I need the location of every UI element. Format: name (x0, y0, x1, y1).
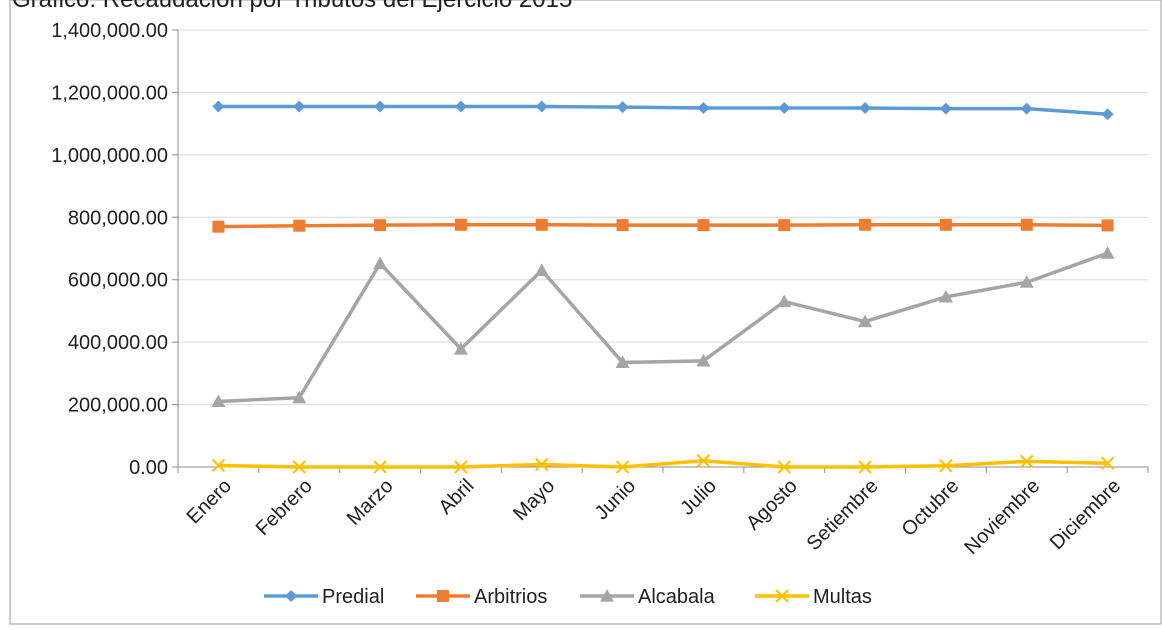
data-point (437, 590, 449, 602)
data-point (374, 219, 387, 232)
data-point (535, 457, 549, 472)
x-tick-label: Setiembre (803, 475, 883, 555)
data-point (1100, 246, 1115, 259)
x-tick-label: Diciembre (1046, 475, 1125, 554)
data-point (292, 460, 306, 474)
chart-border (9, 0, 1162, 625)
data-point (858, 314, 873, 328)
data-point (1101, 108, 1114, 121)
legend-label: Arbitrios (474, 586, 547, 608)
data-point (1020, 218, 1033, 231)
data-point (939, 459, 953, 473)
x-tick-label: Agosto (742, 475, 802, 535)
legend-label: Predial (322, 586, 384, 608)
data-point (211, 458, 226, 473)
data-point (600, 589, 614, 602)
legend-item-alcabala: Alcabala (580, 586, 716, 608)
series-lines (211, 100, 1115, 474)
data-point (212, 220, 225, 233)
data-point (939, 102, 952, 115)
series-line (218, 223, 1108, 229)
y-tick-label: 0.00 (129, 457, 168, 479)
data-point (373, 460, 387, 474)
x-tick-label: Octubre (898, 475, 964, 541)
legend-label: Alcabala (638, 586, 716, 608)
legend-item-multas: Multas (755, 586, 872, 608)
data-point (859, 102, 872, 115)
data-point (858, 460, 872, 474)
data-point (535, 218, 548, 231)
data-point (293, 100, 306, 113)
data-point (778, 102, 791, 115)
data-point (697, 102, 710, 115)
y-tick-label: 400,000.00 (68, 332, 168, 354)
series-arbitrios (212, 218, 1114, 233)
data-point (454, 100, 467, 113)
y-tick-label: 800,000.00 (68, 207, 168, 229)
data-point (285, 590, 297, 602)
data-point (615, 460, 630, 474)
y-tick-label: 1,000,000.00 (51, 145, 168, 167)
data-point (696, 454, 711, 468)
data-point (777, 294, 792, 308)
data-point (778, 219, 791, 232)
data-point (938, 289, 953, 303)
chart-title: Gráfico: Recaudación por Tributos del Ej… (12, 0, 572, 14)
series-predial (212, 100, 1114, 121)
legend-label: Multas (813, 586, 872, 608)
series-multas (211, 454, 1115, 474)
data-point (615, 355, 630, 369)
y-tick-label: 600,000.00 (68, 270, 168, 292)
data-point (535, 100, 548, 113)
data-point (616, 219, 629, 232)
data-point (293, 219, 306, 232)
data-point (1020, 454, 1034, 469)
legend-item-arbitrios: Arbitrios (416, 586, 547, 608)
y-tick-label: 200,000.00 (68, 395, 168, 417)
gridlines (178, 29, 1148, 406)
data-point (696, 353, 711, 367)
data-point (534, 263, 549, 276)
data-point (454, 460, 468, 474)
data-point (1020, 102, 1033, 115)
y-tick-label: 1,200,000.00 (51, 82, 168, 104)
series-line (218, 459, 1108, 469)
data-point (616, 101, 629, 114)
data-point (939, 218, 952, 231)
legend-item-predial: Predial (264, 586, 384, 608)
data-point (292, 390, 307, 404)
x-tick-label: Marzo (343, 475, 398, 530)
data-point (453, 342, 468, 355)
x-tick-label: Junio (591, 475, 640, 524)
data-point (1100, 456, 1115, 470)
data-point (859, 218, 872, 231)
x-tick-label: Enero (183, 475, 236, 528)
data-point (374, 100, 387, 113)
data-point (454, 218, 467, 231)
x-tick-label: Abril (435, 475, 479, 519)
data-point (1019, 275, 1034, 288)
data-point (1101, 219, 1114, 232)
series-line (218, 251, 1109, 404)
data-point (211, 394, 226, 408)
data-point (777, 460, 791, 474)
y-tick-label: 1,400,000.00 (51, 20, 168, 42)
series-alcabala (211, 246, 1115, 408)
x-tick-label: Julio (676, 475, 721, 520)
x-tick-label: Noviembre (960, 475, 1044, 559)
data-point (775, 589, 789, 603)
data-point (373, 256, 388, 270)
x-tick-label: Febrero (252, 475, 317, 540)
series-line (218, 104, 1108, 117)
legend: Predial Arbitrios Alcabala Multas (264, 586, 872, 608)
data-point (697, 219, 710, 232)
x-tick-label: Mayo (509, 475, 559, 525)
data-point (212, 100, 225, 113)
